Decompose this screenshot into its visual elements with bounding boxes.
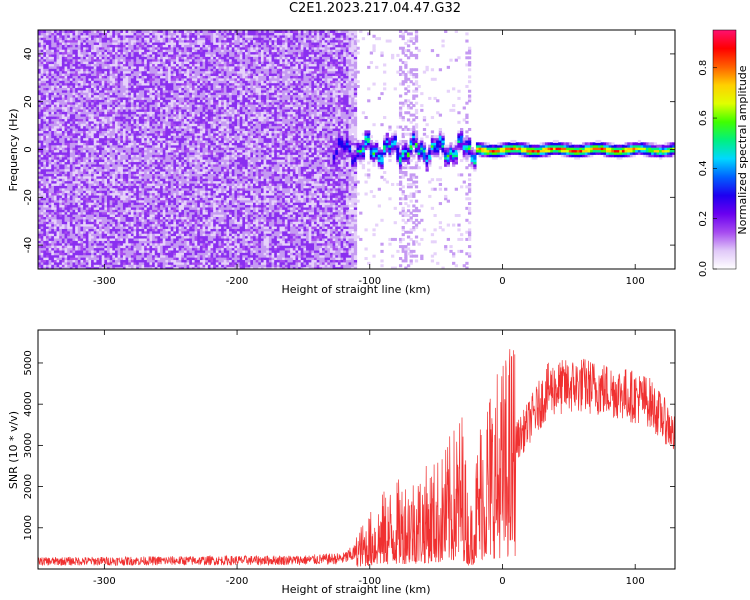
spectrogram-x-tick-label: 0 [499, 276, 505, 287]
colorbar-tick-label: 0.0 [698, 261, 709, 277]
spectrogram-x-tick-label: -100 [358, 276, 381, 287]
snr-x-tick-label: -100 [358, 576, 381, 587]
snr-x-axis-label: Height of straight line (km) [281, 583, 430, 596]
snr-y-tick-label: 2000 [23, 474, 34, 499]
spectrogram-y-tick-label: -20 [23, 189, 34, 205]
snr-frame [37, 329, 676, 570]
chart-title: C2E1.2023.217.04.47.G32 [288, 1, 462, 16]
spectrogram-x-tick-label: 100 [626, 276, 645, 287]
snr-y-tick-label: 5000 [23, 350, 34, 375]
colorbar-label: Normalized spectral amplitude [736, 65, 749, 234]
spectrogram-x-tick-label: -300 [93, 276, 116, 287]
snr-y-axis-label: SNR (10 * v/v) [7, 411, 20, 489]
spectrogram-y-tick-label: 0 [23, 146, 34, 152]
spectrogram-y-tick-label: 40 [23, 48, 34, 61]
colorbar-tick-label: 0.6 [698, 110, 709, 126]
snr-x-tick-label: 100 [626, 576, 645, 587]
snr-y-tick-label: 3000 [23, 433, 34, 458]
spectrogram-y-tick-label: -40 [23, 237, 34, 253]
snr-x-tick-label: -300 [93, 576, 116, 587]
snr-y-tick-label: 1000 [23, 515, 34, 540]
spectrogram-x-axis-label: Height of straight line (km) [281, 283, 430, 296]
colorbar-gradient [713, 30, 736, 269]
spectrogram-x-tick-label: -200 [226, 276, 249, 287]
snr-panel: -300 -200 -100 0 100 1000 2000 3000 4000 5000 He… [7, 329, 676, 596]
colorbar-tick-label: 0.8 [698, 60, 709, 76]
snr-x-tick-label: -200 [226, 576, 249, 587]
spectrogram-y-axis-label: Frequency (Hz) [7, 109, 20, 192]
colorbar: 0.0 0.2 0.4 0.6 0.8 Normalized spectral ampl… [698, 29, 749, 277]
snr-series-line [38, 349, 675, 567]
snr-y-tick-label: 4000 [23, 391, 34, 416]
colorbar-tick-label: 0.2 [698, 211, 709, 227]
snr-x-tick-label: 0 [499, 576, 505, 587]
colorbar-tick-label: 0.4 [698, 160, 709, 176]
spectrogram-y-tick-label: 20 [23, 95, 34, 108]
